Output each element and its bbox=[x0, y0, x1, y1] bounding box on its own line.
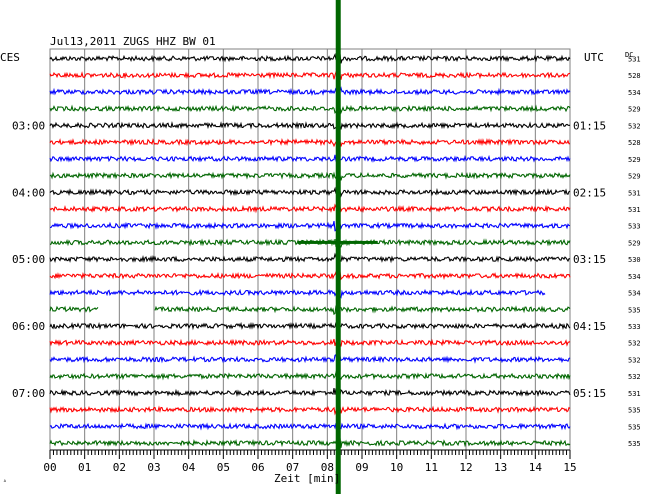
x-tick-label: 02 bbox=[113, 461, 126, 474]
left-time-label: 06:00 bbox=[12, 320, 45, 333]
seismic-trace bbox=[49, 288, 546, 299]
left-time-label: 05:00 bbox=[12, 253, 45, 266]
x-tick-label: 15 bbox=[563, 461, 576, 474]
seismic-trace bbox=[49, 103, 571, 115]
dc-value: 531 bbox=[628, 56, 641, 64]
dc-value: 530 bbox=[628, 256, 641, 264]
seismic-trace bbox=[49, 186, 571, 199]
corner-mark: ᴬ bbox=[3, 479, 7, 486]
event-marker-bar bbox=[297, 240, 378, 244]
event-marker bbox=[335, 0, 341, 494]
dc-header-label: DC bbox=[625, 51, 633, 59]
seismic-trace bbox=[49, 121, 571, 130]
dc-value: 535 bbox=[628, 306, 641, 314]
left-timezone-label: CES bbox=[0, 51, 20, 64]
dc-value: 534 bbox=[628, 290, 641, 298]
dc-value: 531 bbox=[628, 206, 641, 214]
right-time-label: 02:15 bbox=[573, 186, 606, 199]
right-time-label: 01:15 bbox=[573, 119, 606, 132]
seismic-trace bbox=[49, 405, 571, 416]
x-tick-label: 09 bbox=[355, 461, 368, 474]
seismic-trace bbox=[49, 320, 571, 331]
x-tick-label: 03 bbox=[147, 461, 160, 474]
seismic-trace bbox=[49, 171, 571, 181]
dc-value: 534 bbox=[628, 273, 641, 281]
x-tick-label: 05 bbox=[217, 461, 230, 474]
dc-value: 532 bbox=[628, 356, 641, 364]
seismic-trace bbox=[49, 304, 571, 316]
dc-value: 532 bbox=[628, 373, 641, 381]
dynamic-labels: 531 528 534 529 532 528 529 529 531 531 533 529 530 5… bbox=[12, 56, 641, 475]
right-time-label: 05:15 bbox=[573, 387, 606, 400]
x-tick-label: 06 bbox=[251, 461, 264, 474]
x-tick-label: 14 bbox=[529, 461, 543, 474]
dc-value: 535 bbox=[628, 407, 641, 415]
right-timezone-label: UTC bbox=[584, 51, 604, 64]
seismic-trace bbox=[49, 353, 571, 365]
seismic-trace bbox=[49, 203, 571, 214]
x-tick-label: 12 bbox=[459, 461, 472, 474]
dc-value: 534 bbox=[628, 89, 641, 97]
x-tick-label: 01 bbox=[78, 461, 91, 474]
dc-value: 529 bbox=[628, 156, 641, 164]
x-tick-label: 13 bbox=[494, 461, 507, 474]
left-time-label: 03:00 bbox=[12, 119, 45, 132]
seismic-trace bbox=[49, 154, 571, 164]
x-tick-label: 07 bbox=[286, 461, 299, 474]
dc-value: 529 bbox=[628, 239, 641, 247]
dc-value: 533 bbox=[628, 223, 641, 231]
right-time-label: 03:15 bbox=[573, 253, 606, 266]
seismic-trace bbox=[49, 53, 571, 64]
seismic-trace bbox=[49, 252, 571, 264]
seismic-trace bbox=[49, 137, 571, 148]
dc-value: 532 bbox=[628, 340, 641, 348]
x-tick-label: 10 bbox=[390, 461, 403, 474]
x-tick-label: 04 bbox=[182, 461, 196, 474]
labels: Jul13,2011 ZUGS HHZ BW 01 CES UTC DC Zei… bbox=[0, 35, 633, 486]
seismic-trace bbox=[49, 70, 571, 81]
dc-value: 529 bbox=[628, 173, 641, 181]
grid-lines bbox=[49, 48, 571, 459]
seismic-trace bbox=[49, 388, 571, 398]
dc-value: 531 bbox=[628, 189, 641, 197]
left-time-label: 07:00 bbox=[12, 387, 45, 400]
x-axis-label: Zeit [min] bbox=[274, 472, 340, 485]
dc-value: 528 bbox=[628, 139, 641, 147]
dc-value: 531 bbox=[628, 390, 641, 398]
dc-value: 535 bbox=[628, 423, 641, 431]
dc-value: 535 bbox=[628, 440, 641, 448]
seismic-trace bbox=[49, 86, 571, 97]
left-time-label: 04:00 bbox=[12, 186, 45, 199]
seismic-trace bbox=[49, 422, 571, 431]
chart-title: Jul13,2011 ZUGS HHZ BW 01 bbox=[50, 35, 216, 48]
dc-value: 529 bbox=[628, 106, 641, 114]
x-tick-label: 08 bbox=[321, 461, 334, 474]
seismic-trace bbox=[49, 270, 571, 281]
dc-value: 533 bbox=[628, 323, 641, 331]
seismic-trace bbox=[49, 338, 571, 347]
dc-value: 532 bbox=[628, 122, 641, 130]
seismic-trace bbox=[49, 437, 571, 448]
seismic-traces bbox=[49, 0, 571, 494]
dc-value: 528 bbox=[628, 72, 641, 80]
seismic-trace bbox=[50, 220, 571, 232]
x-tick-label: 11 bbox=[425, 461, 438, 474]
x-tick-label: 00 bbox=[43, 461, 56, 474]
seismic-trace bbox=[49, 371, 571, 381]
right-time-label: 04:15 bbox=[573, 320, 606, 333]
